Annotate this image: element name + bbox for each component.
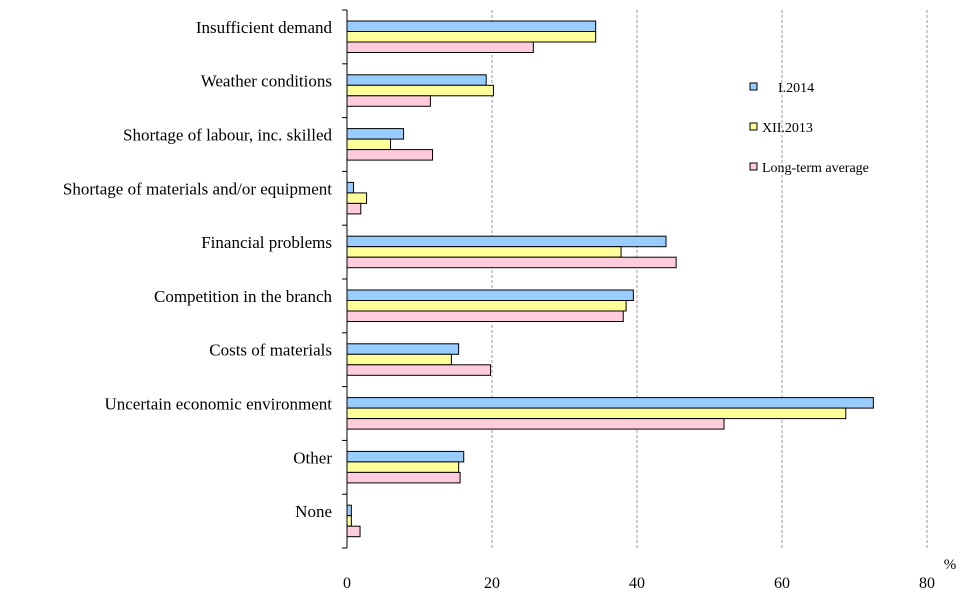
bar <box>346 202 362 215</box>
legend-swatch <box>749 122 758 131</box>
bar <box>346 353 452 366</box>
legend: I.2014 XII.2013 Long-term average <box>749 81 869 176</box>
category-label: Weather conditions <box>201 72 332 91</box>
bar <box>346 95 431 107</box>
category-labels: Insufficient demand Weather conditions Sho… <box>63 18 333 521</box>
x-unit-label: % <box>944 557 957 573</box>
category-label: Shortage of materials and/or equipment <box>63 179 332 198</box>
x-tick-label: 80 <box>919 575 935 592</box>
bar <box>346 504 352 517</box>
bar <box>346 525 361 538</box>
bar <box>346 41 534 53</box>
bar <box>346 31 597 43</box>
category-label: Other <box>293 448 332 467</box>
bar <box>346 84 494 97</box>
legend-label: Long-term average <box>762 161 869 176</box>
legend-swatch <box>749 162 758 171</box>
bar <box>346 515 352 527</box>
bar <box>346 450 465 463</box>
x-tick-label: 0 <box>343 575 351 592</box>
category-label: None <box>295 502 332 521</box>
bar <box>346 471 461 484</box>
bar <box>346 256 677 269</box>
x-tick-labels: 0 20 40 60 80 <box>343 575 935 592</box>
bars <box>346 20 874 538</box>
x-tick-label: 60 <box>774 575 790 592</box>
bar <box>346 20 597 32</box>
category-label: Uncertain economic environment <box>104 395 332 414</box>
bar <box>346 235 667 248</box>
legend-label: I.2014 <box>778 81 814 96</box>
x-tick-label: 20 <box>484 575 500 592</box>
bar <box>346 300 627 312</box>
category-label: Financial problems <box>201 233 332 252</box>
bar <box>346 128 405 140</box>
bar <box>346 138 391 151</box>
bar <box>346 461 460 473</box>
bar <box>346 289 634 301</box>
bar <box>346 343 460 355</box>
legend-label: XII.2013 <box>762 121 813 136</box>
bar <box>346 364 492 376</box>
bar <box>346 149 434 161</box>
bar <box>346 397 874 409</box>
bar <box>346 74 487 86</box>
bar <box>346 418 725 430</box>
bar <box>346 192 368 204</box>
category-label: Insufficient demand <box>196 18 333 37</box>
legend-swatch <box>749 82 758 91</box>
x-tick-label: 40 <box>629 575 645 592</box>
gridlines <box>491 10 928 548</box>
bar <box>346 407 847 420</box>
bar <box>346 310 624 322</box>
category-label: Shortage of labour, inc. skilled <box>123 126 332 145</box>
axis <box>342 9 348 549</box>
bar <box>346 246 622 258</box>
bar <box>346 181 355 194</box>
category-label: Costs of materials <box>209 341 332 360</box>
category-label: Competition in the branch <box>154 287 332 306</box>
